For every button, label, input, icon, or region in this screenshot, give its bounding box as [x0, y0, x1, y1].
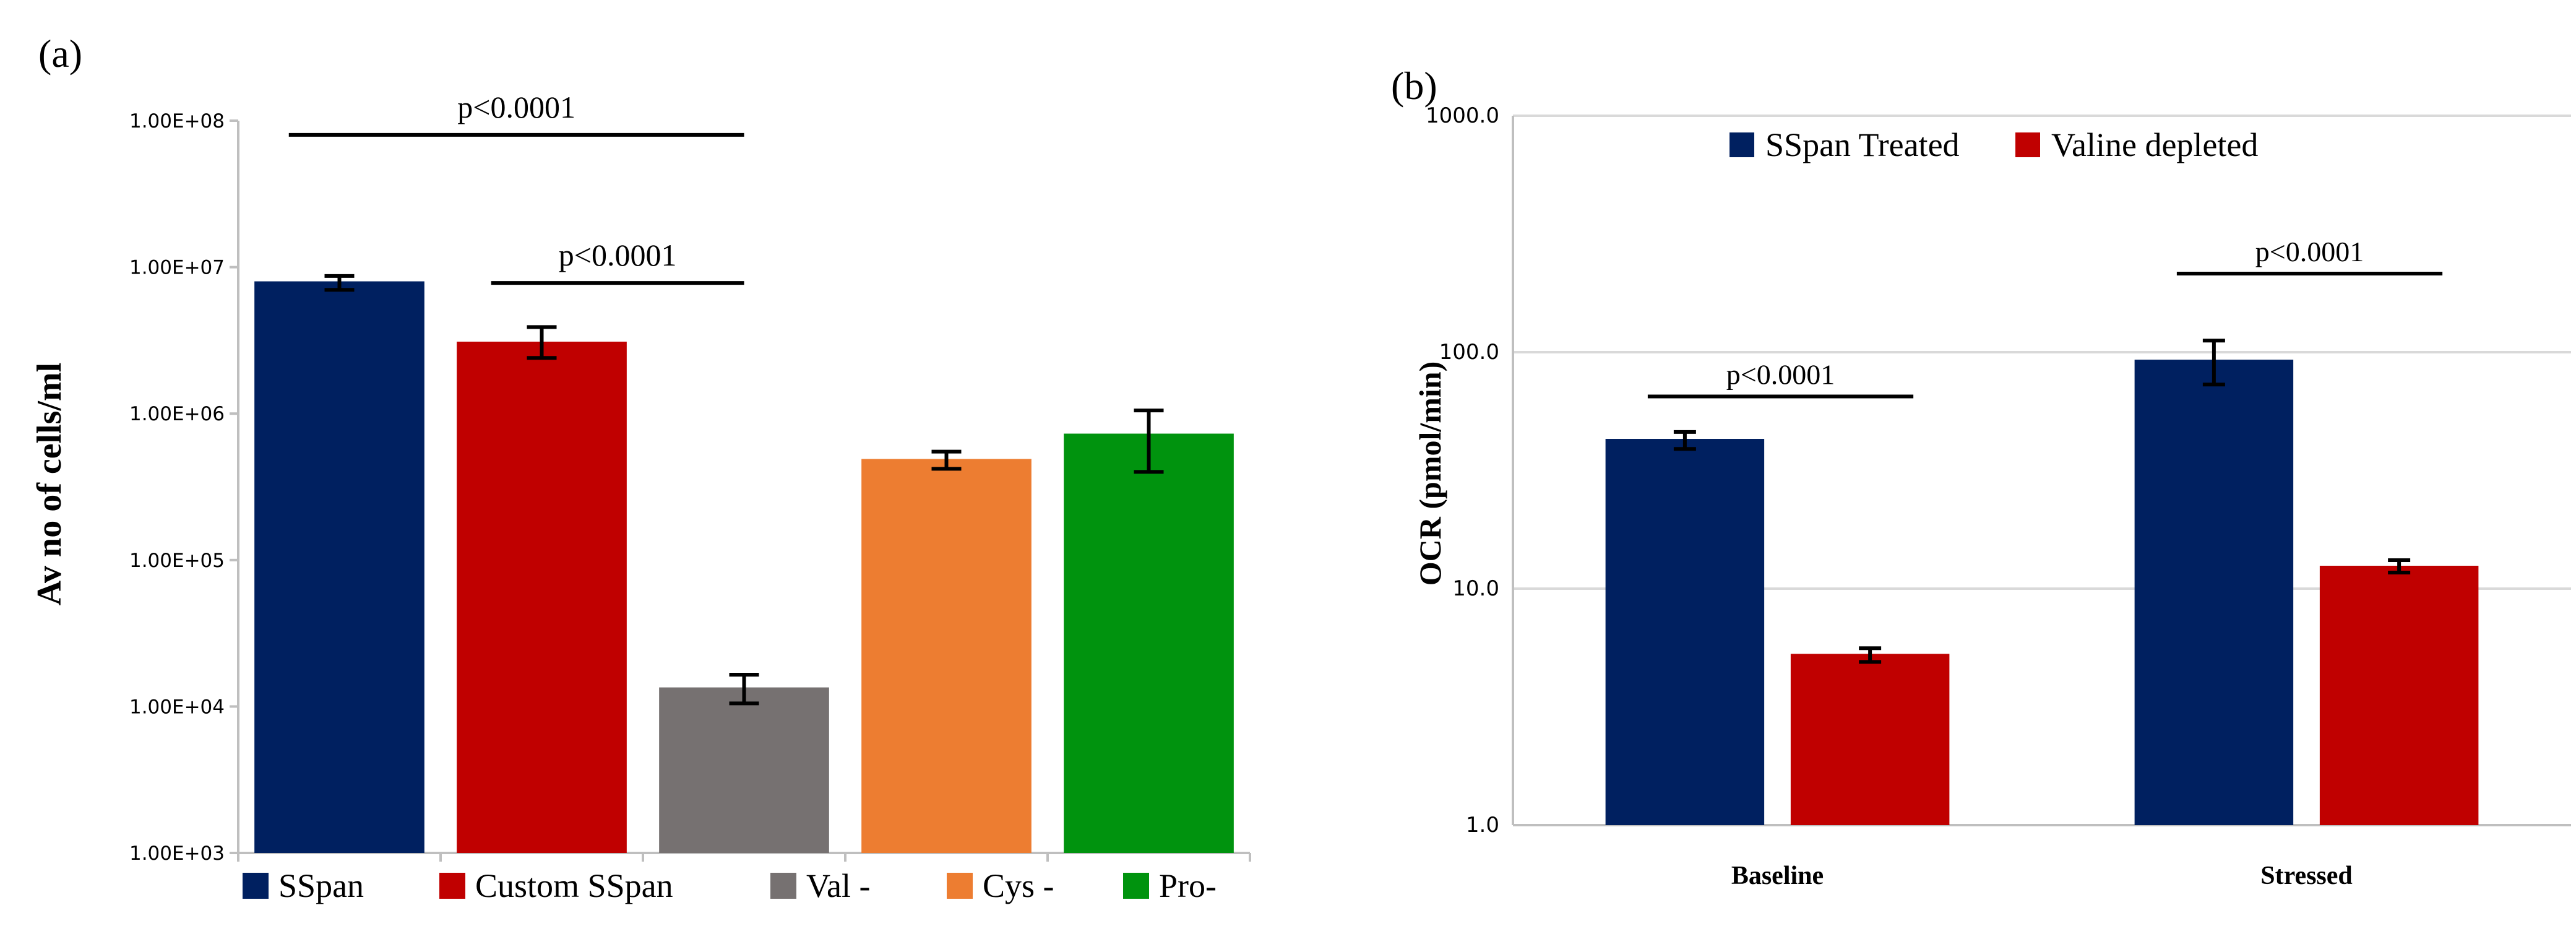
bar-custom-sspan: [457, 341, 627, 853]
panel-a-chart: (a) 1.00E+03 1.00E+04 1.00E+05 1.00E+06 1.00…: [30, 32, 1251, 904]
bar-sspan: [254, 281, 424, 853]
y-tick-label: 1.00E+08: [129, 110, 225, 132]
panel-a-label: (a): [38, 32, 82, 76]
legend-label: SSpan Treated: [1765, 126, 1960, 163]
legend-label: Valine depleted: [2051, 126, 2258, 163]
legend-swatch: [243, 873, 269, 899]
y-axis-title: Av no of cells/ml: [30, 363, 69, 605]
significance-label: p<0.0001: [559, 238, 677, 272]
significance-label: p<0.0001: [2255, 236, 2364, 267]
y-tick-label: 10.0: [1452, 576, 1499, 601]
bar-sspan-treated-baseline: [1605, 439, 1765, 825]
legend-swatch: [439, 873, 465, 899]
legend-swatch: [947, 873, 973, 899]
x-tick-label: Stressed: [2260, 862, 2353, 890]
legend-label: Custom SSpan: [475, 867, 673, 904]
y-tick-label: 1.00E+07: [129, 257, 225, 279]
y-tick-label: 100.0: [1439, 340, 1499, 365]
panel-b-chart: (b) 1.0 10.0 100.0 1000.0 Baseline Stressed p…: [1391, 64, 2571, 890]
bar-sspan-treated-stressed: [2134, 360, 2294, 825]
legend-swatch: [1123, 873, 1149, 899]
legend-swatch: [770, 873, 796, 899]
significance-label: p<0.0001: [457, 90, 575, 124]
x-tick-label: Baseline: [1731, 862, 1824, 890]
bar-pro: [1064, 433, 1234, 853]
legend-swatch: [2015, 132, 2040, 157]
y-tick-label: 1.00E+05: [129, 550, 225, 572]
bar-valine-depleted-stressed: [2319, 565, 2479, 825]
y-tick-label: 1.00E+03: [129, 842, 225, 865]
significance-label: p<0.0001: [1726, 358, 1835, 390]
legend-swatch: [1730, 132, 1754, 157]
legend-label: SSpan: [278, 867, 364, 904]
bar-valine-depleted-baseline: [1790, 654, 1950, 825]
legend-label: Cys -: [983, 867, 1054, 904]
legend-label: Pro-: [1159, 867, 1217, 904]
y-tick-label: 1.00E+06: [129, 403, 225, 425]
y-tick-label: 1.00E+04: [129, 696, 225, 718]
y-tick-label: 1.0: [1466, 813, 1499, 837]
legend-label: Val -: [806, 867, 870, 904]
bar-val: [659, 687, 829, 853]
panel-b-label: (b): [1391, 64, 1437, 108]
y-axis-title: OCR (pmol/min): [1413, 361, 1447, 586]
y-tick-label: 1000.0: [1426, 103, 1499, 128]
bar-cys: [861, 459, 1032, 853]
